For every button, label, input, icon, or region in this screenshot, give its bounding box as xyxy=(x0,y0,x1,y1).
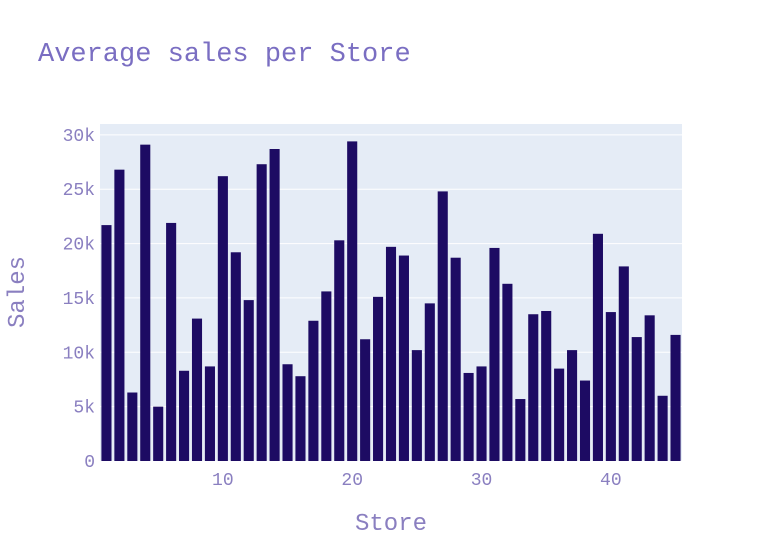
x-tick-label: 40 xyxy=(600,471,622,491)
bar-store-40[interactable] xyxy=(605,312,616,461)
y-tick-label: 0 xyxy=(84,453,95,473)
bar-store-31[interactable] xyxy=(489,247,500,461)
bar-store-19[interactable] xyxy=(334,240,345,461)
y-tick-label: 25k xyxy=(63,181,95,201)
bar-store-32[interactable] xyxy=(502,283,513,461)
bar-store-22[interactable] xyxy=(373,296,384,461)
x-axis-label: Store xyxy=(355,511,427,538)
y-tick-label: 30k xyxy=(63,127,95,147)
bar-store-15[interactable] xyxy=(282,364,293,461)
x-tick-label: 10 xyxy=(212,471,234,491)
bar-store-34[interactable] xyxy=(528,314,539,461)
bars xyxy=(101,141,681,461)
bar-store-43[interactable] xyxy=(644,315,655,461)
bar-store-27[interactable] xyxy=(437,191,448,461)
bar-store-44[interactable] xyxy=(657,395,668,461)
bar-store-12[interactable] xyxy=(243,300,254,461)
bar-store-45[interactable] xyxy=(670,334,681,461)
bar-store-38[interactable] xyxy=(579,380,591,461)
bar-store-13[interactable] xyxy=(256,164,267,461)
bar-store-14[interactable] xyxy=(269,149,280,461)
bar-store-36[interactable] xyxy=(554,368,565,461)
bar-store-30[interactable] xyxy=(476,366,487,461)
y-axis-label: Sales xyxy=(5,256,32,328)
y-tick-label: 20k xyxy=(63,236,95,256)
bar-store-28[interactable] xyxy=(450,257,461,461)
bar-store-8[interactable] xyxy=(191,318,203,461)
bar-store-17[interactable] xyxy=(308,320,319,461)
bar-store-5[interactable] xyxy=(153,406,164,461)
x-tick-label: 20 xyxy=(341,471,363,491)
bar-store-26[interactable] xyxy=(424,303,435,461)
bar-store-4[interactable] xyxy=(140,144,151,461)
bar-store-1[interactable] xyxy=(101,225,112,461)
bar-store-9[interactable] xyxy=(204,366,215,461)
chart-title: Average sales per Store xyxy=(38,40,411,70)
bar-store-18[interactable] xyxy=(321,291,332,461)
y-tick-label: 10k xyxy=(63,344,95,364)
y-tick-label: 15k xyxy=(63,290,95,310)
x-axis-ticks: 10 20 30 40 xyxy=(212,471,622,491)
bar-store-3[interactable] xyxy=(127,392,138,461)
bar-store-6[interactable] xyxy=(166,222,177,461)
bar-store-11[interactable] xyxy=(230,252,241,461)
bar-store-37[interactable] xyxy=(567,350,578,461)
bar-store-20[interactable] xyxy=(347,141,358,461)
y-tick-label: 5k xyxy=(73,399,95,419)
bar-store-16[interactable] xyxy=(295,376,306,461)
bar-store-25[interactable] xyxy=(411,350,422,461)
bar-store-39[interactable] xyxy=(592,233,603,461)
bar-store-21[interactable] xyxy=(360,339,371,461)
bar-store-33[interactable] xyxy=(515,399,526,461)
x-tick-label: 30 xyxy=(471,471,493,491)
bar-store-7[interactable] xyxy=(179,370,190,461)
bar-store-24[interactable] xyxy=(398,255,409,461)
bar-store-42[interactable] xyxy=(631,337,642,461)
bar-store-35[interactable] xyxy=(541,310,552,461)
bar-store-41[interactable] xyxy=(618,266,629,461)
y-axis-ticks: 0 5k 10k 15k 20k 25k 30k xyxy=(63,127,95,473)
bar-store-23[interactable] xyxy=(385,246,397,461)
bar-store-29[interactable] xyxy=(463,372,474,461)
bar-store-2[interactable] xyxy=(114,169,125,461)
bar-store-10[interactable] xyxy=(217,176,228,461)
